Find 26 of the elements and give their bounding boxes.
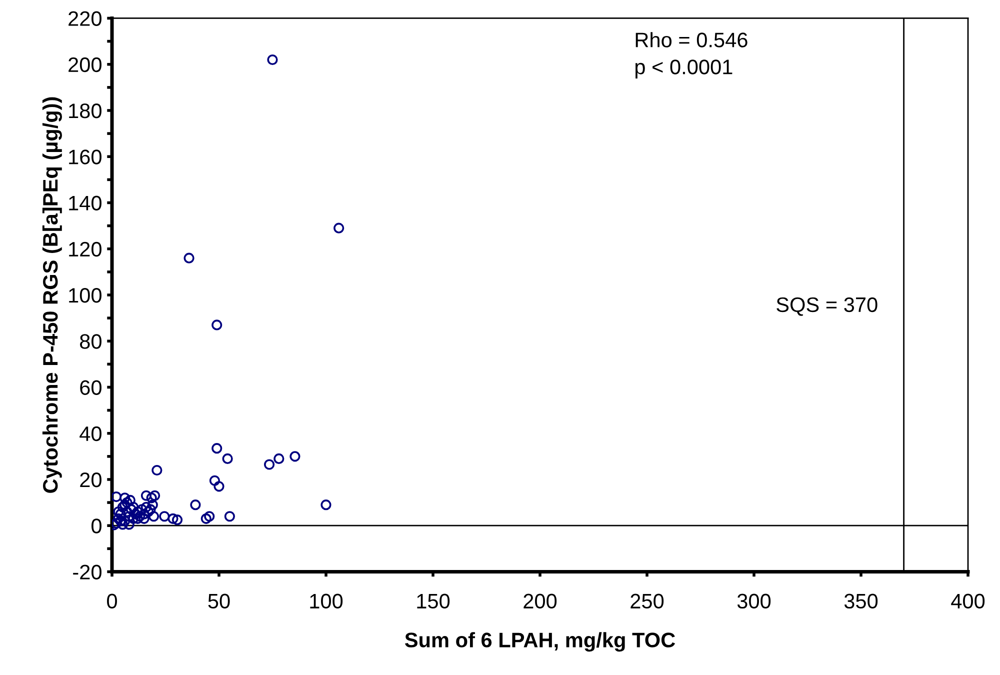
y-tick-label: 120 <box>69 242 102 257</box>
y-tick-label: -20 <box>73 564 102 580</box>
y-tick-label: 100 <box>69 288 102 303</box>
y-tick-label: 80 <box>80 334 102 349</box>
x-tick-label: 100 <box>310 594 343 609</box>
y-tick-label: 180 <box>69 103 102 118</box>
y-tick-label: 20 <box>80 472 102 488</box>
y-tick-label: 140 <box>69 196 102 210</box>
x-tick-label: 200 <box>524 594 557 609</box>
y-axis-title: Cytochrome P-450 RGS (B[a]PEq (µg/g)) <box>42 97 62 493</box>
y-tick-label: 220 <box>68 11 102 26</box>
ref-line-label: SQS = 370 <box>776 297 878 316</box>
y-tick-label: 200 <box>68 57 102 72</box>
y-tick-label: 60 <box>80 380 102 395</box>
y-tick-label: 0 <box>92 518 102 534</box>
x-tick-label: 400 <box>951 594 985 609</box>
x-tick-label: 350 <box>844 594 878 609</box>
y-tick-label: 160 <box>69 150 102 164</box>
x-tick-label: 300 <box>737 594 771 609</box>
x-tick-label: 50 <box>208 594 230 609</box>
x-axis-title: Sum of 6 LPAH, mg/kg TOC <box>404 632 676 652</box>
annotation: Rho = 0.546 p < 0.0001 <box>636 32 748 78</box>
x-tick-label: 250 <box>630 594 664 609</box>
x-tick-label: 0 <box>107 594 117 609</box>
x-tick-label: 150 <box>417 594 450 609</box>
y-tick-label: 40 <box>80 426 102 442</box>
